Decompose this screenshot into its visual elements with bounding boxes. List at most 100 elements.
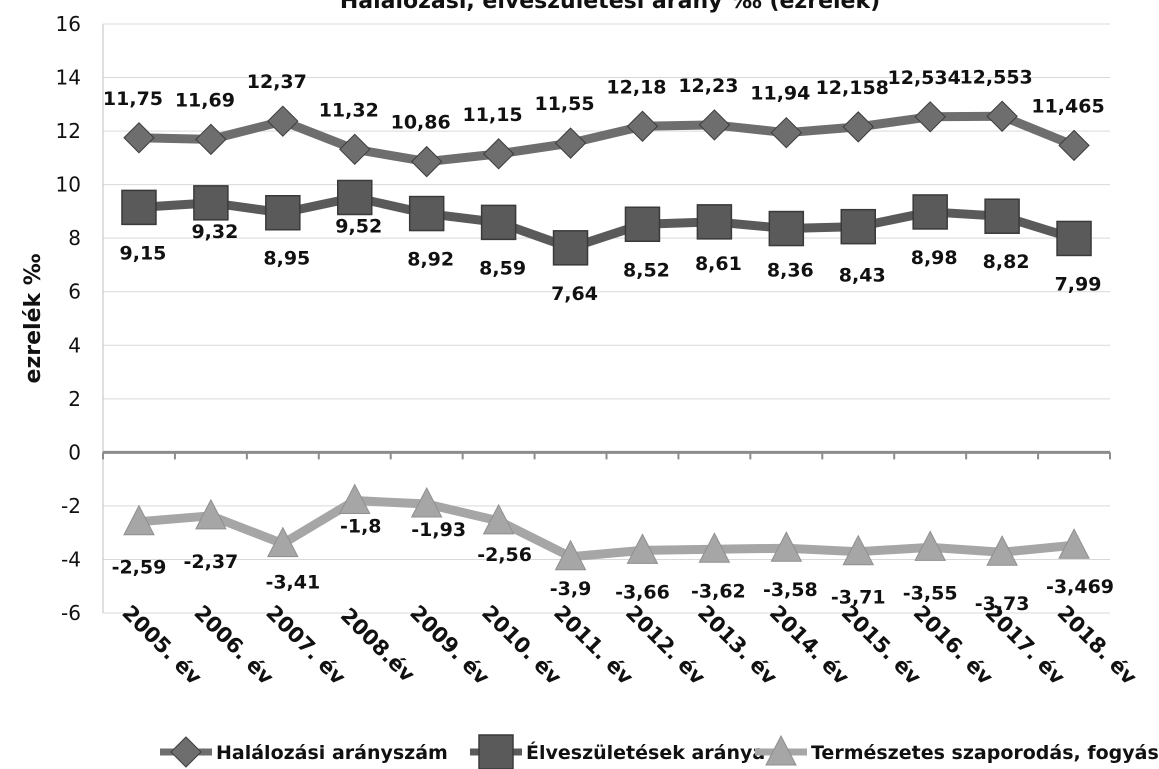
data-label-elveszuletesek: 9,52 [335,215,382,237]
data-label-halalozasi: 12,158 [816,77,889,99]
data-point-halalozasi [770,116,803,149]
y-tick-label: -4 [61,547,81,571]
data-label-halalozasi: 11,94 [750,83,810,105]
data-point-halalozasi [195,123,227,156]
data-label-elveszuletesek: 8,36 [767,260,814,282]
data-label-elveszuletesek: 8,98 [911,247,958,269]
legend-label: Halálozási arányszám [216,742,448,764]
chart-title: Halálozási, élveszületési arány ‰ (ezrel… [340,0,880,14]
data-point-halalozasi [123,122,155,154]
data-point-termeszetes [123,504,155,536]
data-label-termeszetes: -2,37 [184,551,239,573]
data-label-termeszetes: -3,62 [691,580,746,602]
data-label-halalozasi: 11,15 [463,104,523,126]
data-label-termeszetes: -1,8 [340,516,382,538]
y-tick-label: 10 [56,173,81,197]
legend-item-termeszetes: Természetes szaporodás, fogyás [755,734,1159,766]
data-point-elveszuletesek [337,179,373,216]
data-point-elveszuletesek [1056,220,1092,257]
data-point-halalozasi [626,110,659,142]
data-point-termeszetes [554,539,587,571]
data-label-termeszetes: -3,469 [1046,576,1114,598]
data-label-elveszuletesek: 8,52 [623,259,670,281]
y-tick-label: 4 [68,333,81,357]
data-label-halalozasi: 11,465 [1031,95,1104,117]
data-point-elveszuletesek [696,204,733,240]
data-point-halalozasi [914,101,946,133]
data-label-termeszetes: -3,66 [615,581,670,603]
data-label-termeszetes: -3,41 [265,572,320,594]
data-point-halalozasi [554,127,587,159]
data-label-halalozasi: 12,23 [678,75,738,97]
data-point-termeszetes [266,526,299,558]
data-point-termeszetes [914,530,947,561]
data-label-halalozasi: 12,553 [959,66,1032,88]
data-point-halalozasi [339,133,371,166]
data-point-elveszuletesek [552,230,589,266]
data-label-elveszuletesek: 8,92 [407,249,454,271]
data-point-halalozasi [842,111,874,143]
y-tick-label: 14 [56,66,81,90]
data-point-termeszetes [986,535,1018,566]
y-tick-label: 8 [68,226,81,250]
data-label-halalozasi: 11,32 [319,99,379,121]
legend-label: Természetes szaporodás, fogyás [811,742,1159,764]
data-label-termeszetes: -3,58 [763,579,818,601]
data-label-elveszuletesek: 9,32 [191,221,238,243]
data-label-elveszuletesek: 8,82 [983,251,1030,273]
data-point-halalozasi [410,145,443,178]
data-label-halalozasi: 12,534 [888,67,961,89]
data-point-termeszetes [842,534,875,566]
data-label-elveszuletesek: 7,64 [551,283,598,305]
series-line-termeszetes [134,496,1079,562]
data-point-elveszuletesek [265,194,301,231]
data-label-elveszuletesek: 8,61 [695,253,742,275]
data-point-termeszetes [338,483,371,515]
data-point-elveszuletesek [768,210,805,247]
y-tick-label: 0 [68,440,81,464]
data-point-halalozasi [698,109,731,141]
data-label-elveszuletesek: 7,99 [1055,273,1102,295]
data-label-halalozasi: 11,69 [175,89,235,111]
data-point-elveszuletesek [408,195,445,232]
data-point-termeszetes [770,531,803,562]
x-tick-label: 2007. év [261,601,350,690]
data-label-termeszetes: -3,55 [903,582,958,604]
data-label-termeszetes: -3,73 [975,593,1030,615]
data-label-halalozasi: 11,55 [534,93,594,115]
legend-item-halalozasi: Halálozási arányszám [160,736,448,768]
data-point-elveszuletesek [624,206,661,243]
y-tick-label: 6 [68,280,81,304]
y-tick-label: 2 [68,387,81,411]
data-point-halalozasi [986,100,1018,132]
data-label-termeszetes: -3,71 [831,587,886,609]
data-point-elveszuletesek [121,189,157,226]
data-point-termeszetes [410,486,443,518]
data-point-termeszetes [1058,528,1090,559]
y-tick-label: 16 [56,12,81,36]
data-label-elveszuletesek: 8,59 [479,257,526,279]
data-point-elveszuletesek [480,204,517,241]
data-label-halalozasi: 10,86 [391,112,451,134]
data-label-elveszuletesek: 9,15 [120,242,167,264]
data-point-elveszuletesek [984,198,1020,234]
legend-marker [478,734,514,769]
y-axis-title: ezrelék ‰ [21,253,46,383]
data-point-termeszetes [195,498,227,530]
data-label-halalozasi: 12,18 [606,76,666,98]
data-point-halalozasi [482,138,515,170]
data-label-termeszetes: -3,9 [550,578,592,600]
y-tick-label: 12 [56,119,81,143]
data-point-termeszetes [482,503,515,535]
legend-label: Élveszületések aránya [526,741,765,764]
data-point-elveszuletesek [912,194,948,230]
data-point-elveszuletesek [840,208,876,245]
data-point-termeszetes [698,532,731,563]
y-tick-label: -2 [61,494,81,518]
data-label-termeszetes: -1,93 [411,519,466,541]
data-point-termeszetes [626,533,659,564]
data-label-halalozasi: 11,75 [103,88,163,110]
legend-marker [170,736,202,768]
data-label-elveszuletesek: 8,95 [263,248,310,270]
